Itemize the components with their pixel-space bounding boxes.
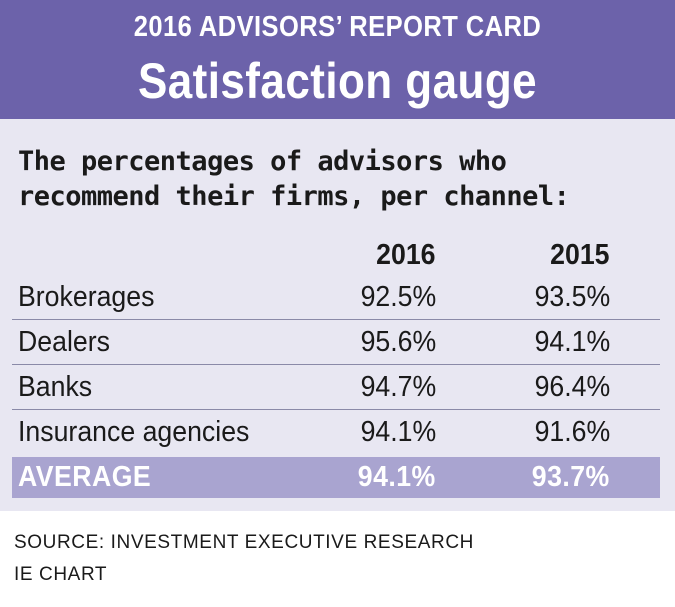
column-header-2016: 2016 <box>376 238 436 271</box>
source-note: SOURCE: INVESTMENT EXECUTIVE RESEARCH <box>14 532 474 553</box>
data-table: 2016 2015 Brokerages 92.5% 93.5% Dealers… <box>12 235 660 498</box>
table-row: Brokerages 92.5% 93.5% <box>12 275 660 320</box>
value-2016: 92.5% <box>360 280 436 313</box>
chart-title: Satisfaction gauge <box>137 53 538 109</box>
table-header-row: 2016 2015 <box>12 235 660 275</box>
average-row: AVERAGE 94.1% 93.7% <box>12 457 660 498</box>
value-2016: 95.6% <box>360 325 436 358</box>
chart-footer: SOURCE: INVESTMENT EXECUTIVE RESEARCH IE… <box>14 527 474 591</box>
value-2015: 96.4% <box>534 370 610 403</box>
row-label: Brokerages <box>18 280 155 313</box>
chart-credit: IE CHART <box>14 564 108 585</box>
average-value-2015: 93.7% <box>532 461 610 493</box>
value-2015: 94.1% <box>534 325 610 358</box>
table-row: Banks 94.7% 96.4% <box>12 365 660 410</box>
value-2015: 93.5% <box>534 280 610 313</box>
row-label: Banks <box>18 370 93 403</box>
table-row: Dealers 95.6% 94.1% <box>12 320 660 365</box>
chart-panel: The percentages of advisors who recommen… <box>0 119 675 511</box>
value-2016: 94.1% <box>360 416 436 448</box>
chart-intro: The percentages of advisors who recommen… <box>18 146 570 212</box>
table-row: Insurance agencies 94.1% 91.6% <box>12 410 660 455</box>
value-2016: 94.7% <box>360 370 436 403</box>
chart-kicker: 2016 ADVISORS’ REPORT CARD <box>133 11 542 43</box>
chart-header: 2016 ADVISORS’ REPORT CARD Satisfaction … <box>0 0 675 119</box>
column-header-2015: 2015 <box>550 238 610 271</box>
average-label: AVERAGE <box>18 461 152 493</box>
row-label: Dealers <box>18 325 110 358</box>
value-2015: 91.6% <box>534 416 610 448</box>
row-label: Insurance agencies <box>18 416 250 448</box>
average-value-2016: 94.1% <box>358 461 436 493</box>
